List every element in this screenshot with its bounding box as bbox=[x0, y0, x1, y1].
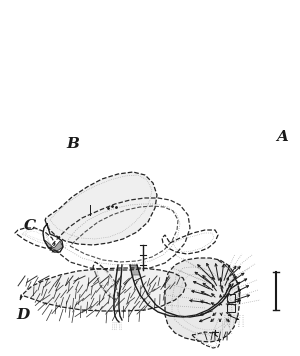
Polygon shape bbox=[130, 265, 140, 275]
Bar bbox=[227, 294, 235, 302]
Polygon shape bbox=[20, 268, 186, 311]
Polygon shape bbox=[165, 258, 240, 342]
Polygon shape bbox=[44, 240, 63, 251]
Polygon shape bbox=[45, 172, 157, 245]
Text: C: C bbox=[24, 219, 36, 233]
Text: D: D bbox=[16, 308, 30, 322]
Text: B: B bbox=[66, 137, 79, 151]
Bar bbox=[227, 304, 235, 312]
Text: A: A bbox=[276, 130, 288, 144]
